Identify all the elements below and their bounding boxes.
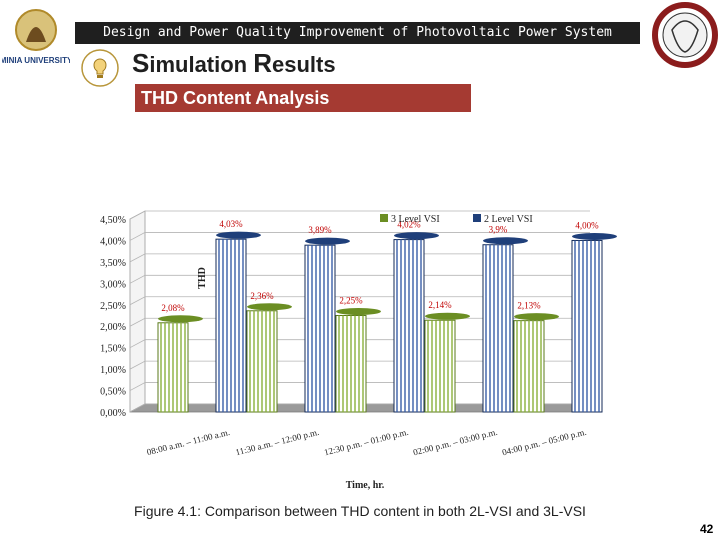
y-tick-label: 2,50% — [100, 301, 126, 312]
section-title-initial-r: R — [253, 48, 273, 78]
y-gridline — [129, 296, 590, 306]
thd-content-title-bar: THD Content Analysis — [135, 84, 471, 112]
legend-swatch — [380, 214, 388, 222]
bar-value-label: 4,00% — [575, 220, 599, 230]
x-category-label: 02:00 p.m. – 03:00 p.m. — [412, 427, 498, 458]
y-tick-label: 0,00% — [100, 408, 126, 419]
legend-entry: 3 Level VSI — [391, 214, 440, 225]
bar-value-label: 2,13% — [517, 301, 541, 311]
x-category-label: 12:30 p.m. – 01:00 p.m. — [323, 427, 409, 458]
y-gridline — [129, 210, 590, 220]
presentation-banner: Design and Power Quality Improvement of … — [75, 22, 640, 44]
y-axis-label: THD — [197, 267, 208, 289]
bar-value-label: 3,9% — [489, 225, 508, 235]
x-axis-label: Time, hr. — [346, 480, 385, 491]
bar-value-label: 2,25% — [339, 296, 363, 306]
bar-top-cap — [216, 231, 261, 239]
section-title: Simulation Results — [132, 48, 336, 79]
y-tick-label: 1,00% — [100, 365, 126, 376]
page-number: 42 — [700, 522, 714, 536]
bar-value-label: 2,14% — [428, 300, 452, 310]
y-gridline — [129, 253, 590, 263]
x-category-label: 11:30 a.m. – 12:00 p.m. — [235, 427, 321, 457]
y-tick-label: 0,50% — [100, 387, 126, 398]
bar-top-cap — [483, 237, 528, 245]
minia-university-logo: MINIA UNIVERSITY — [2, 9, 70, 66]
bar-top-cap — [336, 308, 381, 315]
bar-top-cap — [572, 232, 617, 240]
legend-entry: 2 Level VSI — [484, 214, 533, 225]
figure-caption: Figure 4.1: Comparison between THD conte… — [134, 503, 586, 519]
y-tick-label: 4,50% — [100, 215, 126, 226]
bar-value-label: 2,08% — [161, 303, 185, 313]
section-title-initial-s: S — [132, 48, 150, 78]
bar-top-cap — [158, 315, 203, 323]
chart-side-wall — [129, 210, 146, 413]
y-tick-label: 3,50% — [100, 258, 126, 269]
x-category-label: 08:00 a.m. – 11:00 a.m. — [146, 427, 231, 457]
bar-top-cap — [247, 303, 292, 311]
bar-value-label: 2,36% — [250, 291, 274, 301]
y-gridline — [129, 232, 590, 241]
lightbulb-icon — [81, 49, 119, 87]
y-gridline — [129, 274, 590, 284]
bar-value-label: 3,89% — [308, 225, 332, 235]
y-tick-label: 3,00% — [100, 279, 126, 290]
y-tick-label: 4,00% — [100, 236, 126, 247]
section-title-part-2: esults — [272, 52, 336, 77]
bar-value-label: 4,03% — [219, 219, 243, 229]
y-tick-label: 1,50% — [100, 344, 126, 355]
x-category-label: 04:00 p.m. – 05:00 p.m. — [501, 427, 587, 458]
faculty-emblem-logo — [652, 2, 718, 68]
bar-top-cap — [394, 232, 439, 240]
logo-left-text: MINIA UNIVERSITY — [2, 56, 70, 65]
bar-top-cap — [305, 237, 350, 245]
bar-top-cap — [425, 312, 470, 320]
bar-top-cap — [514, 313, 559, 321]
bar-value-label: 4,02% — [397, 220, 421, 230]
legend-swatch — [473, 214, 481, 222]
y-tick-label: 2,00% — [100, 322, 126, 333]
section-title-part-1: imulation — [149, 52, 254, 77]
